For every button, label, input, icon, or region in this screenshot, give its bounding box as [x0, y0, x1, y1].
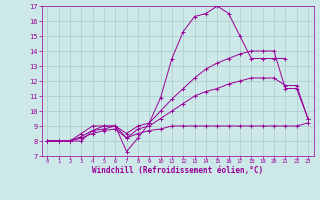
X-axis label: Windchill (Refroidissement éolien,°C): Windchill (Refroidissement éolien,°C) — [92, 166, 263, 175]
